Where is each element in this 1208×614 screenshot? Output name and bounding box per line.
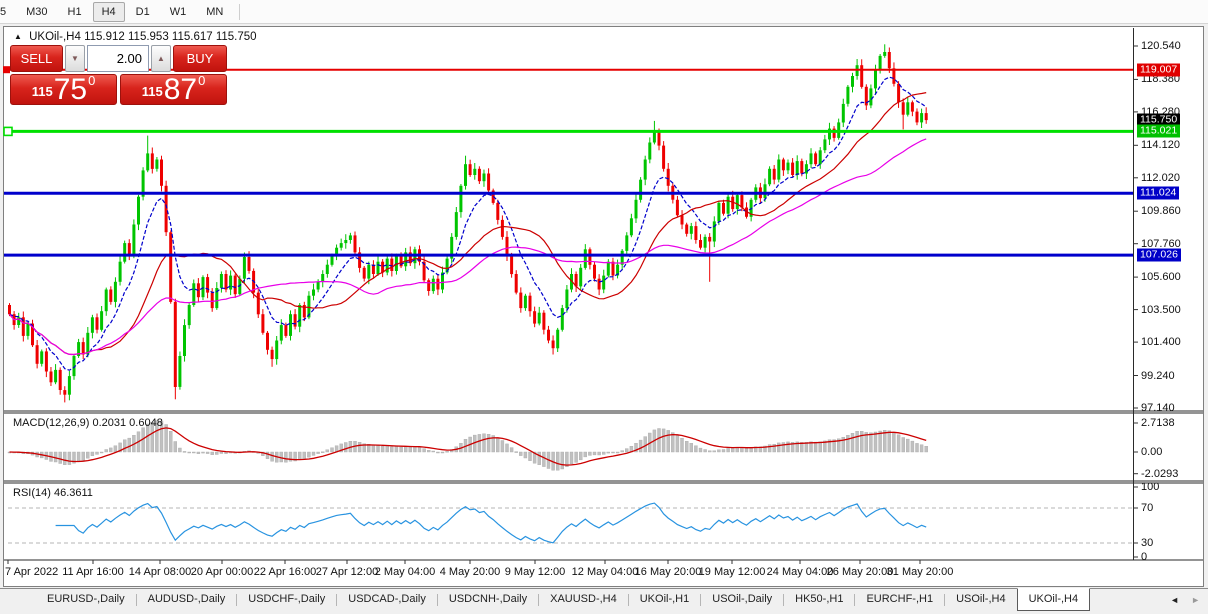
date-axis-label: 12 May 04:00	[571, 566, 639, 578]
sell-price-tile[interactable]: 115 75 0	[10, 73, 117, 106]
tab-separator	[135, 594, 137, 606]
price-level-tag: 107.026	[1137, 248, 1181, 262]
rsi-axis-tick-label: 70	[1141, 502, 1154, 514]
volume-decrease-button[interactable]: ▼	[65, 45, 85, 72]
date-axis-label: 19 May 12:00	[698, 566, 766, 578]
tab-scroll-left-icon[interactable]: ◄	[1170, 595, 1180, 605]
rsi-axis-tick-label: 100	[1141, 481, 1160, 493]
tab-separator	[854, 594, 856, 606]
buy-button[interactable]: BUY	[173, 45, 227, 72]
date-axis-label: 11 Apr 16:00	[62, 566, 124, 578]
sell-button[interactable]: SELL	[10, 45, 63, 72]
chevron-up-icon: ▲	[157, 54, 165, 63]
date-axis-label: 9 May 12:00	[504, 566, 566, 578]
chart-tab-ukoil-h1[interactable]: UKOil-,H1	[639, 593, 690, 605]
tab-separator	[436, 594, 438, 606]
timeframe-button-5[interactable]: 5	[0, 2, 15, 22]
buy-price-point: 0	[198, 73, 206, 88]
date-axis-label: 4 May 20:00	[439, 566, 501, 578]
toolbar-separator	[239, 3, 241, 20]
timeframe-button-d1[interactable]: D1	[127, 2, 159, 22]
chart-tab-hk50-h1[interactable]: HK50-,H1	[795, 593, 844, 605]
chart-tab-usdcnh-daily[interactable]: USDCNH-,Daily	[448, 593, 528, 605]
chart-tab-bar: EURUSD-,Daily AUDUSD-,Daily USDCHF-,Daily U…	[0, 588, 1208, 614]
price-level-tag: 111.024	[1137, 186, 1180, 200]
sell-price-point: 0	[88, 73, 96, 88]
rsi-indicator-label: RSI(14) 46.3611	[13, 487, 93, 499]
chart-tab-usoil-daily[interactable]: USOil-,Daily	[712, 593, 773, 605]
timeframe-button-mn[interactable]: MN	[197, 2, 232, 22]
price-axis-tick-label: 109.860	[1141, 205, 1181, 218]
chart-collapse-icon[interactable]: ▲	[14, 32, 22, 41]
price-axis-tick-label: 107.760	[1141, 237, 1181, 250]
price-axis-tick-label: 101.400	[1141, 336, 1181, 349]
price-axis-tick-label: 97.140	[1141, 401, 1175, 414]
date-axis-label: 27 Apr 12:00	[315, 566, 379, 578]
tab-separator	[944, 594, 946, 606]
date-axis-label: 26 May 20:00	[826, 566, 894, 578]
chart-symbol-label: UKOil-,H4	[29, 31, 81, 43]
macd-axis-tick-label: 0.00	[1141, 446, 1163, 458]
volume-input[interactable]: 2.00	[87, 45, 149, 72]
date-axis-label: 20 Apr 00:00	[190, 566, 254, 578]
price-axis-tick-label: 114.120	[1141, 139, 1180, 152]
volume-increase-button[interactable]: ▲	[151, 45, 171, 72]
chart-tab-eurchf-h1[interactable]: EURCHF-,H1	[866, 593, 934, 605]
chart-tab-usdchf-daily[interactable]: USDCHF-,Daily	[248, 593, 326, 605]
sell-price-main: 75	[53, 73, 88, 106]
buy-price-tile[interactable]: 115 87 0	[120, 73, 227, 106]
sell-price-prefix: 115	[31, 84, 53, 99]
date-axis-label: 24 May 04:00	[766, 566, 834, 578]
tab-separator	[700, 594, 702, 606]
tab-scroll-controls: ◄ ►	[1170, 589, 1208, 611]
price-axis-tick-label: 105.600	[1141, 271, 1181, 284]
timeframe-button-h4[interactable]: H4	[92, 1, 125, 22]
tab-separator	[783, 594, 785, 606]
rsi-axis-tick-label: 30	[1141, 537, 1154, 549]
chevron-down-icon: ▼	[71, 54, 79, 63]
price-axis-tick-label: 120.540	[1141, 40, 1181, 52]
buy-price-prefix: 115	[141, 84, 163, 99]
date-axis-label: 16 May 20:00	[634, 566, 702, 578]
tab-scroll-right-icon[interactable]: ►	[1191, 595, 1200, 605]
price-level-tag: 115.750	[1137, 113, 1181, 127]
price-axis-tick-label: 99.240	[1141, 369, 1175, 382]
one-click-trading-panel: SELL ▼ 2.00 ▲ BUY 115 75 0 115 87 0	[10, 45, 227, 105]
price-axis-tick-label: 112.020	[1141, 171, 1180, 184]
tab-separator	[336, 594, 338, 606]
chart-title: ▲ UKOil-,H4 115.912 115.953 115.617 115.…	[14, 31, 257, 43]
date-axis-label: 7 Apr 2022	[5, 566, 59, 578]
price-axis-tick-label: 118.380	[1141, 73, 1180, 86]
price-level-tag: 119.007	[1137, 63, 1181, 77]
macd-indicator-label: MACD(12,26,9) 0.2031 0.6048	[13, 417, 163, 429]
tab-separator	[538, 594, 540, 606]
tab-separator	[236, 594, 238, 606]
timeframe-button-m30[interactable]: M30	[17, 2, 56, 22]
price-axis-tick-label: 103.500	[1141, 303, 1181, 316]
tab-separator	[627, 594, 629, 606]
date-axis-label: 2 May 04:00	[374, 566, 436, 578]
chart-window[interactable]	[3, 26, 1204, 587]
date-axis-label: 22 Apr 16:00	[253, 566, 317, 578]
chart-tab-xauusd-h4[interactable]: XAUUSD-,H4	[550, 593, 617, 605]
date-axis-label: 14 Apr 08:00	[128, 566, 192, 578]
date-axis-label: 31 May 20:00	[886, 566, 954, 578]
chart-tab-usdcad-daily[interactable]: USDCAD-,Daily	[348, 593, 426, 605]
price-level-tag: 115.021	[1137, 124, 1181, 138]
chart-tab-ukoil-h4[interactable]: UKOil-,H4	[1016, 588, 1091, 611]
chart-ohlc-values: 115.912 115.953 115.617 115.750	[84, 31, 257, 43]
timeframe-button-h1[interactable]: H1	[59, 2, 91, 22]
chart-tab-audusd-daily[interactable]: AUDUSD-,Daily	[147, 593, 226, 605]
timeframe-button-w1[interactable]: W1	[161, 2, 196, 22]
macd-axis-tick-label: -2.0293	[1141, 467, 1179, 480]
chart-tab-eurusd-daily[interactable]: EURUSD-,Daily	[47, 593, 125, 605]
chart-tab-usoil-h4[interactable]: USOil-,H4	[956, 593, 1006, 605]
buy-price-main: 87	[163, 73, 198, 106]
macd-axis-tick-label: 2.7138	[1141, 416, 1175, 429]
timeframe-toolbar: 5 M30 H1 H4 D1 W1 MN	[0, 0, 1208, 24]
rsi-axis-tick-label: 0	[1141, 551, 1148, 563]
